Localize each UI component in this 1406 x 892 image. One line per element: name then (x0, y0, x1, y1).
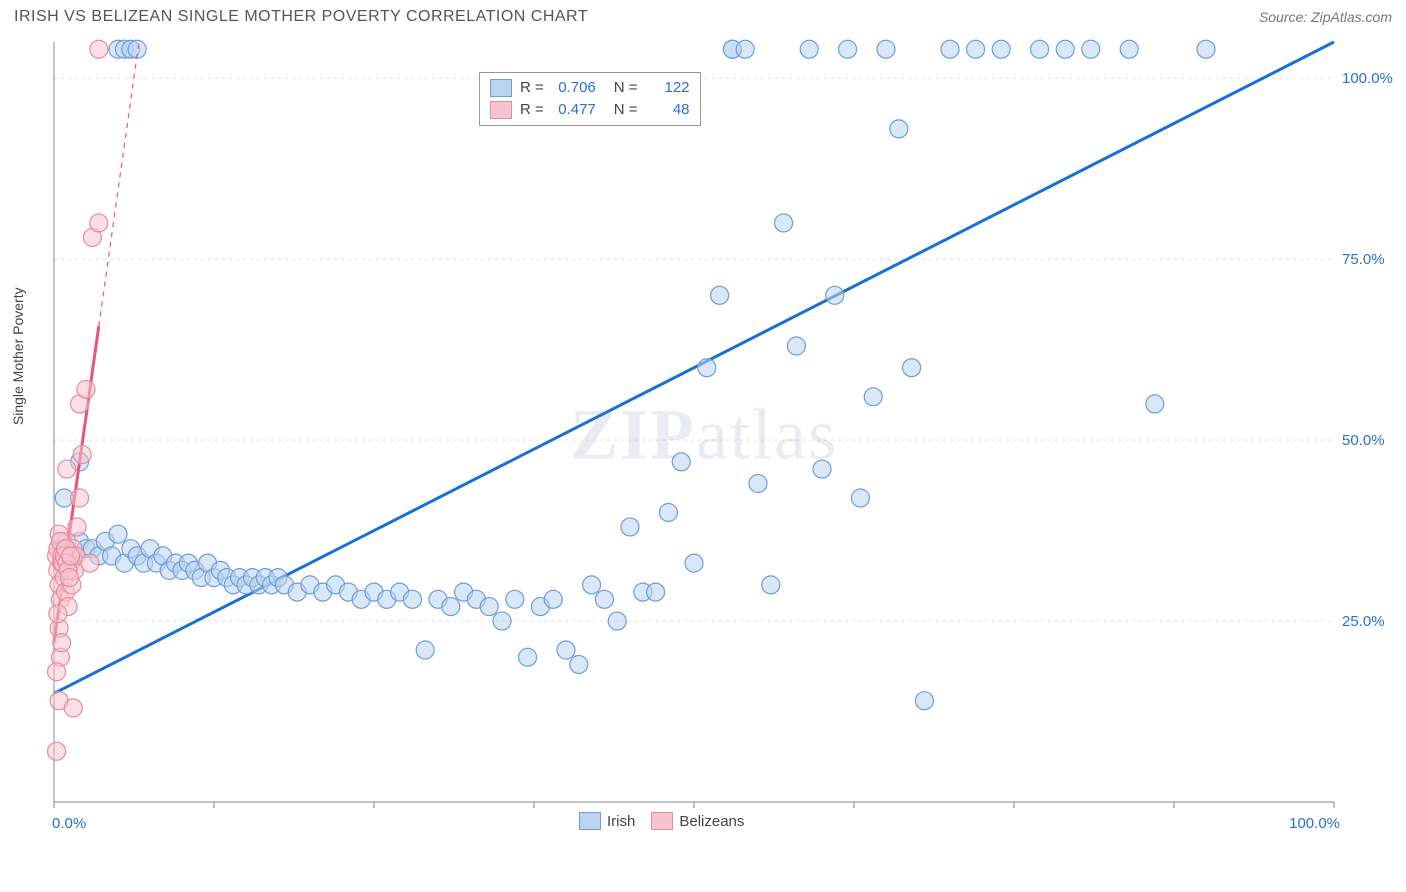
svg-text:50.0%: 50.0% (1342, 432, 1385, 449)
stat-N-label: N = (614, 77, 638, 99)
correlation-stat-box: R = 0.706 N = 122 R = 0.477 N = 48 (479, 72, 701, 126)
chart-container: Single Mother Poverty 25.0%50.0%75.0%100… (14, 32, 1394, 872)
series-swatch (579, 812, 601, 830)
series-swatch (490, 79, 512, 97)
svg-text:100.0%: 100.0% (1289, 815, 1340, 832)
legend-label: Belizeans (679, 813, 744, 830)
stat-N-value: 48 (646, 99, 690, 121)
stat-R-value: 0.477 (552, 99, 596, 121)
svg-text:75.0%: 75.0% (1342, 251, 1385, 268)
source-label: Source: ZipAtlas.com (1259, 9, 1392, 25)
stat-row: R = 0.477 N = 48 (490, 99, 690, 121)
stat-N-value: 122 (646, 77, 690, 99)
stat-row: R = 0.706 N = 122 (490, 77, 690, 99)
series-legend: Irish Belizeans (579, 812, 744, 830)
series-swatch (490, 101, 512, 119)
svg-text:100.0%: 100.0% (1342, 70, 1393, 87)
scatter-chart: 25.0% 50.0% 75.0% 100.0% 0.0% 100.0% (14, 32, 1394, 842)
svg-text:25.0%: 25.0% (1342, 613, 1385, 630)
stat-R-label: R = (520, 77, 544, 99)
chart-title: IRISH VS BELIZEAN SINGLE MOTHER POVERTY … (14, 8, 588, 26)
legend-item: Irish (579, 812, 635, 830)
legend-item: Belizeans (651, 812, 744, 830)
header: IRISH VS BELIZEAN SINGLE MOTHER POVERTY … (0, 0, 1406, 32)
stat-R-value: 0.706 (552, 77, 596, 99)
stat-N-label: N = (614, 99, 638, 121)
stat-R-label: R = (520, 99, 544, 121)
legend-label: Irish (607, 813, 635, 830)
y-axis-label: Single Mother Poverty (10, 287, 26, 425)
svg-text:0.0%: 0.0% (52, 815, 86, 832)
series-swatch (651, 812, 673, 830)
